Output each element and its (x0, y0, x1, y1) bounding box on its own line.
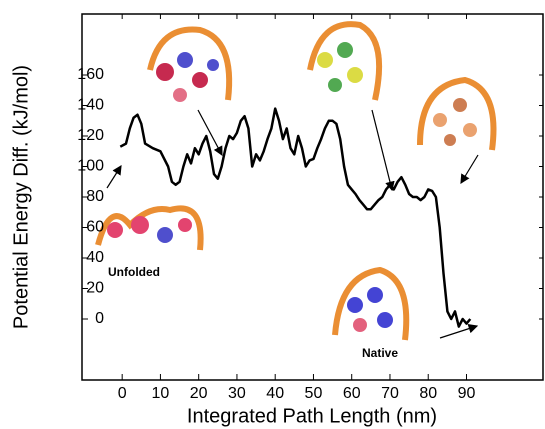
y-tick-label: 80 (86, 188, 104, 205)
x-tick-label: 70 (381, 385, 399, 402)
x-tick-label: 0 (118, 385, 127, 402)
y-tick-label: 160 (77, 66, 104, 83)
arrows (106, 109, 479, 339)
y-axis-label: Potential Energy Diff. (kJ/mol) (10, 65, 32, 329)
arrow (371, 109, 395, 192)
x-tick-label: 50 (305, 385, 323, 402)
molecule-top-middle (307, 21, 383, 101)
arrow (106, 164, 122, 189)
x-axis-label: Integrated Path Length (nm) (187, 405, 437, 427)
y-tick-label: 140 (77, 97, 104, 114)
y-tick-label: 60 (86, 219, 104, 236)
molecule-top-left (147, 26, 233, 102)
x-tick-label: 80 (419, 385, 437, 402)
molecule-right (417, 76, 497, 151)
y-tick-label: 100 (77, 158, 104, 175)
arrow (460, 154, 479, 185)
y-tick-label: 0 (95, 310, 104, 327)
x-tick-label: 40 (266, 385, 284, 402)
annotation: Native (362, 346, 398, 360)
x-tick-label: 10 (152, 385, 170, 402)
molecule-bottom (332, 266, 410, 341)
annotation: Unfolded (108, 265, 160, 279)
x-tick-label: 20 (190, 385, 208, 402)
arrow (197, 109, 223, 157)
arrow (439, 324, 479, 339)
x-tick-label: 90 (458, 385, 476, 402)
y-tick-label: 40 (86, 249, 104, 266)
y-tick-label: 120 (77, 127, 104, 144)
molecule-images (95, 21, 497, 341)
y-tick-label: 20 (86, 280, 104, 297)
x-tick-label: 30 (228, 385, 246, 402)
x-tick-label: 60 (343, 385, 361, 402)
data-line (119, 107, 472, 328)
molecule-left (95, 205, 204, 251)
